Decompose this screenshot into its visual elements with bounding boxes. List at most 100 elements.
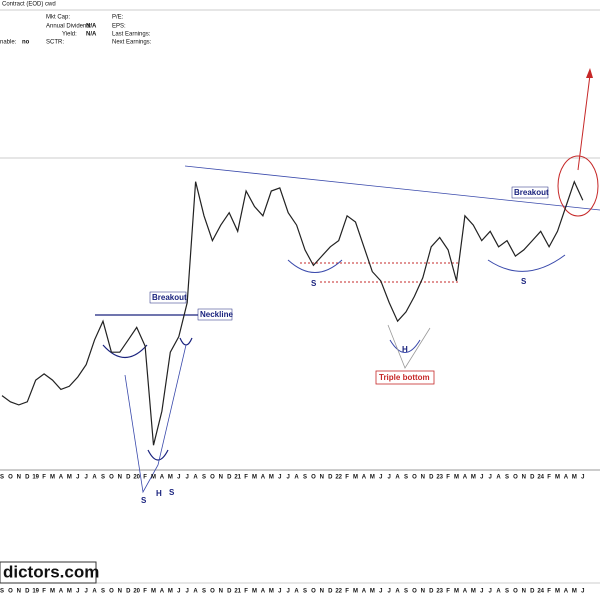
x-tick-label: A: [261, 475, 266, 481]
field-value: N/A: [86, 24, 97, 30]
x-tick-label: J: [581, 475, 584, 481]
x-tick-label: A: [496, 589, 501, 595]
x-tick-label: A: [294, 589, 299, 595]
x-tick-label: F: [547, 475, 551, 481]
x-tick-label: D: [227, 589, 232, 595]
x-tick-label: J: [76, 589, 79, 595]
annotation: Breakout: [152, 293, 187, 302]
annotation: S: [521, 277, 527, 286]
x-tick-label: S: [303, 589, 307, 595]
x-tick-label: A: [160, 475, 165, 481]
head-arc: [147, 449, 169, 461]
x-tick-label: M: [252, 475, 257, 481]
x-tick-label: N: [219, 475, 223, 481]
x-tick-label: A: [362, 589, 367, 595]
x-tick-label: M: [454, 475, 459, 481]
field-label: Yield:: [62, 32, 77, 38]
x-tick-label: A: [395, 589, 400, 595]
x-tick-label: N: [421, 475, 425, 481]
x-tick-label: A: [59, 475, 64, 481]
x-tick-label: M: [353, 475, 358, 481]
annotation: S: [311, 279, 317, 288]
field-label: SCTR:: [46, 40, 64, 46]
x-tick-label: 24: [537, 589, 544, 595]
x-tick-label: A: [463, 475, 468, 481]
label-box: [511, 186, 549, 199]
x-tick-label: A: [496, 475, 501, 481]
shoulder-arc: [102, 344, 148, 359]
x-tick-label: A: [92, 475, 97, 481]
x-tick-label: A: [261, 589, 266, 595]
x-tick-label: A: [92, 589, 97, 595]
x-tick-label: O: [513, 589, 518, 595]
x-tick-label: J: [379, 475, 382, 481]
x-tick-label: O: [109, 589, 114, 595]
x-tick-label: A: [395, 475, 400, 481]
x-tick-label: 22: [335, 475, 342, 481]
x-tick-label: F: [345, 589, 349, 595]
x-tick-label: O: [311, 475, 316, 481]
x-tick-label: O: [210, 589, 215, 595]
x-tick-label: J: [286, 589, 289, 595]
annotation: S: [169, 488, 175, 497]
x-tick-label: O: [210, 475, 215, 481]
x-tick-label: J: [84, 475, 87, 481]
x-tick-label: D: [25, 475, 30, 481]
x-tick-label: J: [480, 475, 483, 481]
x-tick-label: A: [564, 589, 569, 595]
x-tick-label: O: [412, 475, 417, 481]
x-tick-label: F: [143, 589, 147, 595]
x-tick-label: J: [278, 589, 281, 595]
x-tick-label: N: [522, 475, 526, 481]
annotation: H: [402, 345, 408, 354]
x-tick-label: 20: [133, 589, 140, 595]
highlight: [557, 155, 599, 217]
x-tick-label: F: [244, 589, 248, 595]
annotation: Neckline: [200, 310, 233, 319]
x-tick-label: M: [168, 589, 173, 595]
x-tick-label: S: [404, 475, 408, 481]
x-tick-label: S: [505, 475, 509, 481]
x-tick-label: 19: [32, 475, 39, 481]
x-tick-label: D: [429, 589, 434, 595]
x-tick-label: 21: [234, 589, 241, 595]
x-tick-label: A: [294, 475, 299, 481]
x-tick-label: M: [151, 475, 156, 481]
shoulder-arc: [487, 254, 566, 272]
shoulder-arc: [287, 259, 343, 273]
x-tick-label: 22: [335, 589, 342, 595]
field-label: Mkt Cap:: [46, 15, 70, 21]
x-tick-label: S: [0, 475, 4, 481]
x-tick-label: D: [328, 475, 333, 481]
x-tick-label: J: [488, 475, 491, 481]
x-tick-label: S: [202, 475, 206, 481]
x-tick-label: J: [177, 475, 180, 481]
x-tick-label: M: [555, 589, 560, 595]
field-label: Last Earnings:: [112, 32, 151, 38]
x-tick-label: N: [522, 589, 526, 595]
x-tick-label: N: [421, 589, 425, 595]
arrowhead: [586, 68, 593, 78]
x-tick-label: F: [345, 475, 349, 481]
x-tick-label: O: [412, 589, 417, 595]
x-tick-label: O: [8, 589, 13, 595]
x-tick-label: A: [564, 475, 569, 481]
x-tick-label: F: [42, 475, 46, 481]
x-tick-label: N: [17, 589, 21, 595]
x-tick-label: 19: [32, 589, 39, 595]
x-tick-label: O: [311, 589, 316, 595]
field-label: EPS:: [112, 24, 126, 30]
x-tick-label: J: [488, 589, 491, 595]
pointer: [124, 344, 187, 494]
x-tick-label: D: [25, 589, 30, 595]
x-tick-label: M: [67, 475, 72, 481]
x-tick-label: 23: [436, 589, 443, 595]
x-tick-label: M: [168, 475, 173, 481]
watermark: dictors.com: [3, 562, 99, 581]
x-tick-label: D: [429, 475, 434, 481]
arrow: [577, 74, 591, 171]
x-tick-label: M: [67, 589, 72, 595]
x-tick-label: S: [0, 589, 4, 595]
x-tick-label: N: [118, 589, 122, 595]
